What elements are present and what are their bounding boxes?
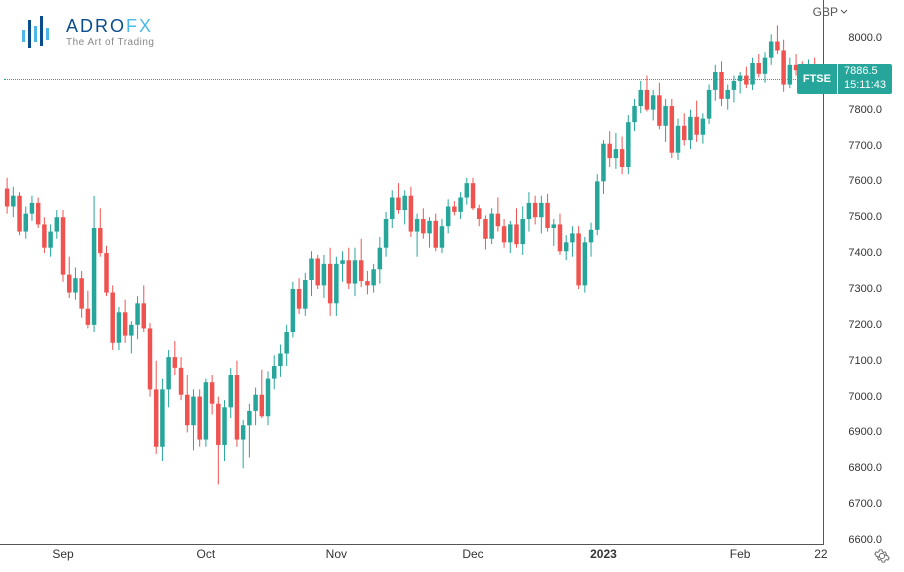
y-tick: 8000.0 xyxy=(848,32,882,44)
x-tick: Dec xyxy=(462,547,483,561)
y-tick: 6800.0 xyxy=(848,462,882,474)
y-tick: 7200.0 xyxy=(848,319,882,331)
plot-area[interactable] xyxy=(4,20,824,540)
y-tick: 7300.0 xyxy=(848,283,882,295)
chevron-down-icon xyxy=(840,8,848,16)
x-tick: Sep xyxy=(52,547,73,561)
gear-icon[interactable] xyxy=(874,548,890,564)
x-tick: Nov xyxy=(326,547,347,561)
y-tick: 7100.0 xyxy=(848,355,882,367)
x-tick: Oct xyxy=(197,547,216,561)
y-tick: 7400.0 xyxy=(848,247,882,259)
x-tick: 2023 xyxy=(590,547,617,561)
x-tick: 22 xyxy=(814,547,827,561)
axis-border-bottom xyxy=(0,544,824,545)
y-axis: 6600.06700.06800.06900.07000.07100.07200… xyxy=(824,20,892,540)
y-tick: 7600.0 xyxy=(848,175,882,187)
currency-label-text: GBP xyxy=(813,5,838,19)
x-axis: Sep Oct Nov Dec 2023 Feb 22 xyxy=(4,547,824,567)
y-tick: 6700.0 xyxy=(848,498,882,510)
price-badge-symbol: FTSE xyxy=(797,64,837,94)
candlestick-canvas xyxy=(4,20,824,540)
chart-container: ADROFX The Art of Trading GBP 6600.06700… xyxy=(0,0,904,572)
price-badge-time: 15:11:43 xyxy=(844,79,886,92)
current-price-line xyxy=(4,79,824,80)
y-tick: 6600.0 xyxy=(848,534,882,546)
price-badge-values: 7886.5 15:11:43 xyxy=(838,64,892,94)
price-badge: FTSE 7886.5 15:11:43 xyxy=(797,64,892,94)
currency-selector[interactable]: GBP xyxy=(813,5,848,19)
y-tick: 7700.0 xyxy=(848,140,882,152)
y-tick: 6900.0 xyxy=(848,426,882,438)
y-tick: 7000.0 xyxy=(848,391,882,403)
y-tick: 7800.0 xyxy=(848,104,882,116)
price-badge-value: 7886.5 xyxy=(844,65,886,78)
y-tick: 7500.0 xyxy=(848,211,882,223)
x-tick: Feb xyxy=(730,547,751,561)
